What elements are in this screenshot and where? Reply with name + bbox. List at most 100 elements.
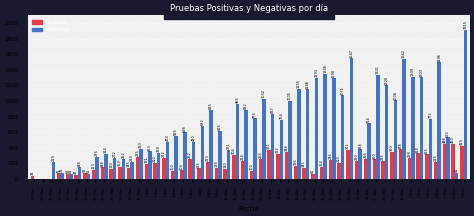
Bar [52, 162, 55, 179]
Text: 191: 191 [144, 156, 148, 163]
Text: 324: 324 [104, 146, 108, 153]
Text: 62: 62 [69, 169, 73, 173]
Text: 371: 371 [267, 143, 271, 149]
Text: 246: 246 [328, 152, 332, 159]
Bar [109, 169, 113, 179]
Text: 328: 328 [416, 146, 420, 152]
Text: 153: 153 [118, 159, 122, 166]
Text: 315: 315 [425, 147, 429, 154]
Text: 1309: 1309 [411, 67, 415, 76]
Text: 615: 615 [218, 124, 222, 130]
Text: 1293: 1293 [314, 68, 319, 77]
Text: 100: 100 [171, 164, 174, 170]
Bar [411, 77, 415, 179]
Text: 378: 378 [358, 142, 362, 149]
Bar [218, 131, 222, 179]
Text: 166: 166 [293, 158, 297, 165]
Bar [460, 146, 464, 179]
Text: 480: 480 [191, 134, 196, 141]
Text: 450: 450 [451, 136, 455, 143]
Bar [171, 171, 174, 179]
Bar [162, 158, 165, 179]
Legend: Positivas, Negativas: Positivas, Negativas [30, 18, 73, 34]
Bar [393, 100, 397, 179]
Text: 383: 383 [139, 141, 143, 148]
Bar [139, 149, 143, 179]
Bar [328, 160, 332, 179]
Bar [443, 144, 446, 179]
Text: 1547: 1547 [349, 49, 354, 58]
Bar [320, 167, 323, 179]
Bar [201, 126, 204, 179]
Bar [285, 152, 288, 179]
Text: 371: 371 [227, 143, 231, 149]
Text: 223: 223 [130, 154, 134, 161]
Text: 113: 113 [91, 163, 96, 169]
Text: 776: 776 [253, 111, 257, 118]
Bar [376, 75, 380, 179]
Bar [420, 77, 423, 179]
Text: 965: 965 [236, 96, 239, 103]
Bar [276, 154, 280, 179]
Bar [337, 162, 341, 179]
Text: 1148: 1148 [306, 80, 310, 89]
Bar [180, 170, 183, 179]
Text: 350: 350 [390, 144, 394, 151]
Bar [104, 154, 108, 179]
Bar [157, 152, 160, 179]
Text: 555: 555 [174, 128, 178, 135]
Text: 256: 256 [364, 151, 367, 158]
Bar [332, 78, 336, 179]
Bar [385, 86, 388, 179]
Text: 223: 223 [206, 154, 210, 161]
Text: 145: 145 [302, 160, 306, 167]
Text: 234: 234 [241, 153, 245, 160]
Text: 130: 130 [109, 161, 113, 168]
Bar [293, 166, 297, 179]
Text: 714: 714 [367, 116, 371, 122]
Text: 250: 250 [372, 152, 376, 159]
Bar [122, 159, 125, 179]
Bar [258, 159, 262, 179]
Text: 448: 448 [442, 137, 447, 143]
Text: 338: 338 [156, 145, 161, 152]
Bar [69, 174, 73, 179]
Bar [118, 167, 122, 179]
Bar [315, 78, 318, 179]
Bar [271, 114, 274, 179]
Text: 348: 348 [284, 144, 289, 151]
Text: 304: 304 [232, 148, 236, 154]
Bar [95, 157, 99, 179]
Text: 1331: 1331 [376, 65, 380, 75]
Bar [438, 62, 441, 179]
Bar [174, 136, 178, 179]
Bar [323, 74, 327, 179]
Bar [253, 118, 257, 179]
Bar [188, 159, 192, 179]
Bar [215, 168, 218, 179]
Bar [60, 173, 64, 179]
Text: 837: 837 [271, 106, 274, 113]
Text: 210: 210 [337, 155, 341, 162]
Bar [425, 154, 428, 179]
Bar [302, 168, 306, 179]
Bar [245, 110, 248, 179]
Text: 47: 47 [74, 170, 78, 175]
Text: 419: 419 [460, 139, 464, 146]
Text: 230: 230 [355, 153, 359, 160]
Text: 148: 148 [100, 160, 104, 167]
Bar [87, 174, 90, 179]
Bar [358, 149, 362, 179]
Text: 148: 148 [78, 160, 82, 167]
Text: 533: 533 [446, 130, 450, 137]
Text: 1200: 1200 [384, 76, 389, 85]
Bar [165, 142, 169, 179]
Text: 772: 772 [428, 111, 432, 118]
Bar [206, 162, 210, 179]
X-axis label: Fecha: Fecha [238, 206, 259, 212]
Text: 371: 371 [346, 143, 350, 149]
Bar [350, 58, 353, 179]
Bar [197, 168, 201, 179]
Bar [306, 89, 310, 179]
Text: 210: 210 [153, 155, 157, 162]
